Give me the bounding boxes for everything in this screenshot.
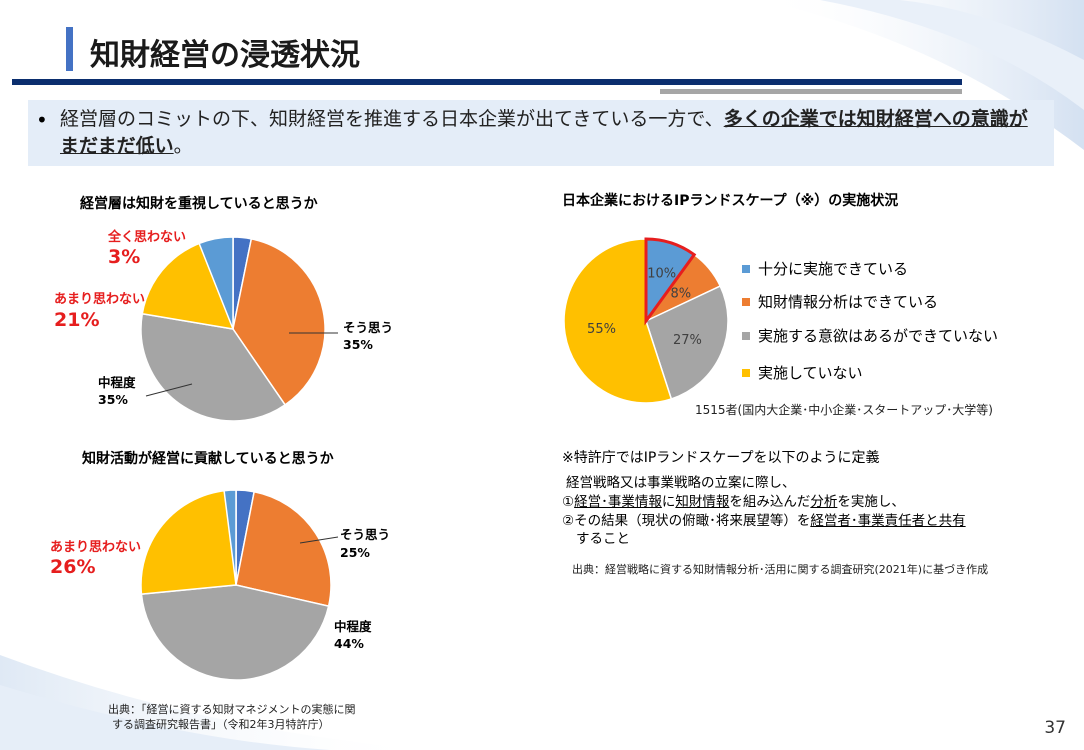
- summary-text-end: 。: [173, 135, 193, 157]
- legend-item-full: 十分に実施できている: [742, 258, 908, 279]
- legend-swatch-analysis: [742, 297, 750, 306]
- legend-label-none: 実施していない: [758, 364, 863, 382]
- bottom-source-line1: 出典：「経営に資する知財マネジメントの実態に関: [108, 703, 356, 716]
- legend-item-none: 実施していない: [742, 362, 863, 383]
- chart2-label-mid: 中程度: [334, 619, 372, 634]
- chart3-highlight-outline: [644, 237, 697, 326]
- summary-emphasis: 多くの企業では知財経営への意識がまだまだ低い: [60, 108, 1028, 157]
- chart1-value-yes: 35%: [343, 337, 373, 352]
- definition-line1: 経営戦略又は事業戦略の立案に際し、: [566, 475, 796, 491]
- definition-line2-mid: に: [661, 494, 676, 510]
- definition-line3: ②その結果（現状の俯瞰･将来展望等）を経営者･事業責任者と共有: [562, 509, 966, 529]
- definition-line4: すること: [576, 531, 630, 547]
- chart3-title: 日本企業におけるIPランドスケープ（※）の実施状況: [562, 193, 899, 209]
- chart3-value-label-3: 55%: [587, 322, 616, 337]
- definition-source: 出典：経営戦略に資する知財情報分析･活用に関する調査研究(2021年)に基づき作…: [572, 563, 989, 576]
- legend-swatch-full: [742, 264, 750, 273]
- definition-line2-end: を実施し、: [837, 494, 905, 510]
- bullet-dot: •: [36, 108, 48, 132]
- title-underline-gray: [660, 89, 962, 94]
- chart1-value-not-at-all: 3%: [108, 246, 141, 268]
- legend-swatch-willing: [742, 331, 750, 340]
- legend-label-full: 十分に実施できている: [758, 260, 909, 278]
- bottom-source-line2: する調査研究報告書」（令和2年3月特許庁）: [112, 718, 330, 731]
- title-underline: [12, 79, 962, 85]
- summary-text: 経営層のコミットの下、知財経営を推進する日本企業が出てきている一方で、多くの企業…: [60, 106, 1045, 160]
- chart1-label-yes: そう思う: [343, 320, 394, 335]
- chart1-slice-2: [140, 312, 287, 422]
- chart2-slice-remainder: [223, 489, 237, 586]
- chart2-value-mid: 44%: [334, 636, 364, 651]
- chart3-value-label-1: 8%: [670, 286, 691, 301]
- summary-box: [28, 100, 1054, 166]
- definition-line2: ①経営･事業情報に知財情報を組み込んだ分析を実施し、: [562, 490, 905, 510]
- definition-line2-prefix: ①: [562, 494, 575, 510]
- chart1-title: 経営層は知財を重視していると思うか: [80, 196, 318, 212]
- chart1-value-not-much: 21%: [54, 309, 100, 331]
- definition-line3-prefix: ②その結果（現状の俯瞰･将来展望等）を: [562, 513, 811, 529]
- definition-analysis: 分析: [810, 494, 838, 510]
- page-number: 37: [1044, 718, 1066, 738]
- legend-label-analysis: 知財情報分析はできている: [758, 293, 939, 311]
- chart2-value-not-much: 26%: [50, 556, 96, 578]
- definition-business-info: 経営･事業情報: [574, 494, 662, 510]
- page-title: 知財経営の浸透状況: [90, 38, 360, 73]
- definition-heading: ※特許庁ではIPランドスケープを以下のように定義: [562, 450, 880, 466]
- legend-swatch-none: [742, 368, 750, 377]
- chart2-label-not-much: あまり思わない: [50, 540, 142, 555]
- chart2-label-yes: そう思う: [340, 527, 391, 542]
- legend-item-willing: 実施する意欲はあるができていない: [742, 325, 998, 346]
- definition-line2-mid2: を組み込んだ: [729, 494, 811, 510]
- chart1-value-mid: 35%: [98, 392, 128, 407]
- chart1-label-not-much: あまり思わない: [54, 292, 146, 307]
- chart3-respondent-note: 1515者(国内大企業･中小企業･スタートアップ･大学等): [695, 403, 993, 417]
- chart3-slice-2: [645, 285, 729, 400]
- summary-text-part1: 経営層のコミットの下、知財経営を推進する日本企業が出てきている一方で、: [60, 108, 724, 130]
- chart1-label-not-at-all: 全く思わない: [108, 230, 187, 245]
- chart2-slice-2: [140, 584, 330, 681]
- chart1-leader-mid: [145, 383, 193, 397]
- definition-ip-info: 知財情報: [675, 494, 730, 510]
- title-accent-bar: [66, 27, 73, 71]
- chart2-title: 知財活動が経営に貢献していると思うか: [82, 451, 334, 467]
- legend-label-willing: 実施する意欲はあるができていない: [758, 327, 999, 345]
- chart3-value-label-0: 10%: [647, 267, 676, 282]
- chart2-slice-3: [140, 489, 237, 595]
- chart2-leader-yes: [299, 536, 339, 544]
- chart1-slice-1: [232, 237, 326, 406]
- chart3-value-label-2: 27%: [673, 333, 702, 348]
- chart2-value-yes: 25%: [340, 545, 370, 560]
- chart2-slice-1: [235, 490, 332, 608]
- chart1-slice-remainder: [198, 236, 234, 330]
- chart1-label-mid: 中程度: [98, 375, 136, 390]
- definition-share: 経営者･事業責任者と共有: [810, 513, 966, 529]
- legend-item-analysis: 知財情報分析はできている: [742, 291, 938, 312]
